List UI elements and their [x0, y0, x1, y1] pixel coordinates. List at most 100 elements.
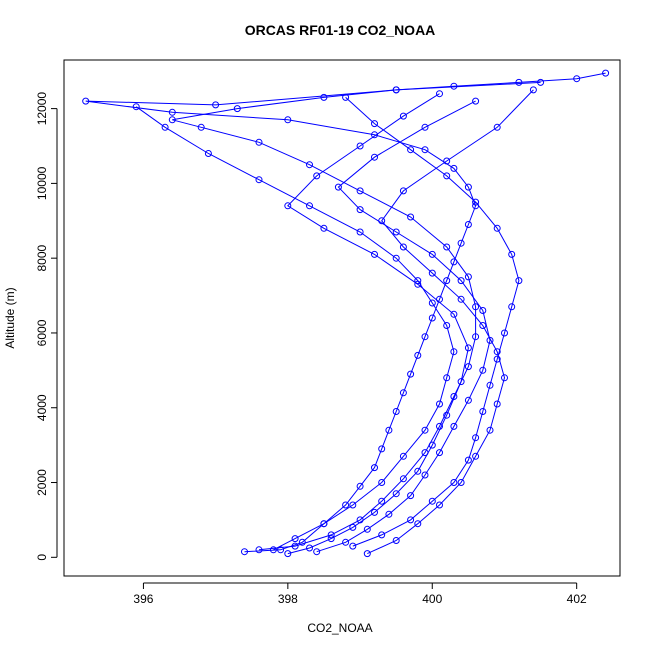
- data-point: [428, 250, 436, 258]
- data-point: [493, 348, 501, 356]
- y-tick-label: 2000: [35, 469, 49, 496]
- data-point: [501, 374, 508, 382]
- data-point: [392, 254, 400, 262]
- data-point: [450, 164, 458, 172]
- data-point: [464, 456, 472, 464]
- series-line: [316, 100, 491, 553]
- data-point: [472, 97, 480, 105]
- data-point: [573, 75, 581, 83]
- data-point: [378, 217, 386, 225]
- data-point: [421, 123, 429, 131]
- data-point: [399, 389, 407, 397]
- data-point: [212, 101, 220, 109]
- data-point: [284, 202, 292, 210]
- data-point: [291, 535, 299, 543]
- data-point: [457, 239, 465, 247]
- data-point: [443, 157, 451, 165]
- data-point: [428, 269, 436, 277]
- data-point: [486, 426, 494, 434]
- data-point: [428, 441, 436, 449]
- data-point: [407, 146, 415, 154]
- data-series: [363, 86, 537, 558]
- data-point: [479, 322, 487, 329]
- data-point: [457, 479, 465, 486]
- data-point: [320, 224, 328, 232]
- x-tick-label: 398: [278, 592, 298, 606]
- data-point: [436, 501, 443, 509]
- data-point: [399, 452, 407, 460]
- data-point: [371, 464, 378, 472]
- data-point: [284, 550, 292, 558]
- data-point: [378, 445, 386, 453]
- data-point: [320, 520, 328, 528]
- data-point: [428, 314, 436, 322]
- data-point: [472, 452, 480, 460]
- data-point: [501, 329, 508, 337]
- data-point: [306, 544, 313, 552]
- data-point: [493, 400, 501, 408]
- data-series: [82, 78, 545, 556]
- data-point: [421, 426, 429, 434]
- data-point: [233, 105, 241, 113]
- data-point: [443, 172, 451, 180]
- data-point: [479, 408, 487, 415]
- data-point: [241, 548, 248, 556]
- data-point: [493, 355, 501, 363]
- data-point: [320, 93, 328, 101]
- data-point: [363, 550, 371, 558]
- data-point: [421, 146, 429, 154]
- data-series: [313, 97, 494, 556]
- data-series: [168, 69, 610, 554]
- y-tick-label: 6000: [35, 319, 49, 346]
- data-point: [255, 138, 263, 146]
- data-point: [457, 378, 465, 386]
- data-point: [464, 363, 472, 371]
- data-point: [342, 501, 350, 509]
- data-point: [443, 277, 451, 285]
- data-point: [464, 183, 472, 191]
- data-point: [508, 250, 516, 258]
- data-point: [529, 86, 537, 94]
- y-tick-label: 10000: [35, 166, 49, 200]
- data-point: [132, 103, 140, 111]
- data-point: [371, 120, 378, 128]
- data-point: [334, 183, 342, 191]
- data-point: [428, 497, 436, 505]
- series-line: [367, 89, 534, 555]
- data-point: [414, 520, 422, 528]
- data-point: [255, 176, 263, 184]
- data-point: [479, 366, 487, 374]
- data-point: [363, 525, 371, 533]
- data-point: [327, 535, 335, 543]
- y-tick-label: 4000: [35, 394, 49, 421]
- data-point: [414, 351, 422, 359]
- data-point: [464, 221, 472, 228]
- data-point: [327, 531, 335, 539]
- y-axis: 0 2000 4000 6000 8000 10000 12000: [35, 92, 58, 561]
- data-point: [313, 548, 321, 556]
- data-point: [298, 538, 306, 546]
- data-point: [443, 411, 451, 419]
- data-point: [356, 206, 364, 214]
- data-point: [385, 426, 393, 434]
- data-point: [486, 381, 494, 389]
- data-point: [508, 303, 516, 311]
- data-point: [486, 336, 494, 344]
- data-point: [472, 434, 480, 442]
- data-point: [407, 516, 415, 524]
- y-tick-label: 0: [35, 554, 49, 561]
- data-point: [472, 303, 480, 311]
- data-point: [356, 187, 364, 195]
- data-point: [450, 310, 458, 318]
- plot-frame: [63, 59, 621, 577]
- data-point: [378, 479, 386, 486]
- data-point: [457, 277, 465, 285]
- series-layer: [82, 69, 610, 558]
- data-point: [443, 374, 451, 382]
- data-series: [342, 93, 523, 550]
- data-point: [493, 123, 501, 131]
- data-point: [436, 90, 443, 98]
- data-point: [269, 546, 277, 554]
